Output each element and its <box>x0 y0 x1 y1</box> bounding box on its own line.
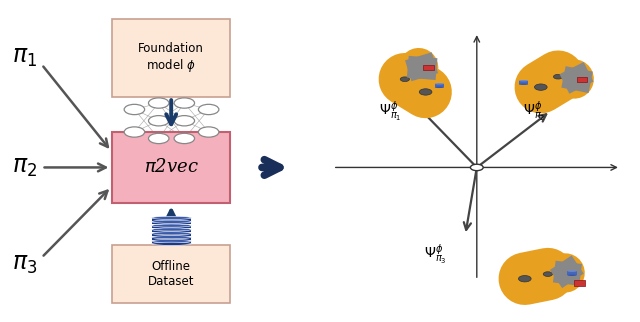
Bar <box>568 271 577 275</box>
Circle shape <box>124 127 145 137</box>
Bar <box>435 84 444 87</box>
Text: $\pi_1$: $\pi_1$ <box>12 46 36 70</box>
Bar <box>152 218 191 221</box>
Polygon shape <box>412 92 440 97</box>
Circle shape <box>470 164 483 171</box>
FancyBboxPatch shape <box>423 65 434 70</box>
Text: $\Psi^{\phi}_{\pi_3}$: $\Psi^{\phi}_{\pi_3}$ <box>424 242 447 266</box>
Bar <box>152 233 191 236</box>
Ellipse shape <box>152 224 191 227</box>
Ellipse shape <box>152 232 191 235</box>
FancyBboxPatch shape <box>112 245 230 303</box>
FancyBboxPatch shape <box>577 77 587 82</box>
Ellipse shape <box>519 80 528 81</box>
Text: Offline
Dataset: Offline Dataset <box>148 260 195 288</box>
Circle shape <box>554 74 563 79</box>
Circle shape <box>124 104 145 115</box>
Circle shape <box>198 127 219 137</box>
Ellipse shape <box>519 83 528 85</box>
Ellipse shape <box>435 83 444 85</box>
Ellipse shape <box>435 87 444 88</box>
Ellipse shape <box>152 240 191 243</box>
Polygon shape <box>511 279 539 283</box>
FancyBboxPatch shape <box>112 132 230 203</box>
Circle shape <box>518 276 531 282</box>
Ellipse shape <box>568 275 577 276</box>
Text: $\pi$2vec: $\pi$2vec <box>144 158 198 176</box>
Circle shape <box>534 84 547 90</box>
Text: $\pi_3$: $\pi_3$ <box>12 252 37 276</box>
Circle shape <box>174 133 195 144</box>
Ellipse shape <box>152 216 191 220</box>
Bar <box>152 226 191 228</box>
Ellipse shape <box>152 228 191 231</box>
Circle shape <box>419 89 432 95</box>
Text: $\pi_2$: $\pi_2$ <box>12 156 36 179</box>
Polygon shape <box>527 87 555 92</box>
Text: $\Psi^{\phi}_{\pi_2}$: $\Psi^{\phi}_{\pi_2}$ <box>523 99 546 123</box>
Circle shape <box>174 116 195 126</box>
Circle shape <box>198 104 219 115</box>
Text: $\Psi^{\phi}_{\pi_1}$: $\Psi^{\phi}_{\pi_1}$ <box>379 99 402 123</box>
Bar <box>152 222 191 224</box>
Bar <box>519 81 528 84</box>
Circle shape <box>148 133 169 144</box>
Bar <box>152 230 191 232</box>
Ellipse shape <box>568 270 577 272</box>
Bar <box>152 237 191 240</box>
Circle shape <box>148 98 169 108</box>
Bar <box>152 241 191 244</box>
Ellipse shape <box>152 242 191 245</box>
FancyBboxPatch shape <box>574 280 585 286</box>
Circle shape <box>543 272 552 276</box>
Circle shape <box>148 116 169 126</box>
Ellipse shape <box>152 236 191 239</box>
FancyBboxPatch shape <box>112 19 230 97</box>
Circle shape <box>400 77 410 81</box>
Circle shape <box>174 98 195 108</box>
Ellipse shape <box>152 220 191 223</box>
Text: Foundation
model $\phi$: Foundation model $\phi$ <box>138 42 204 74</box>
